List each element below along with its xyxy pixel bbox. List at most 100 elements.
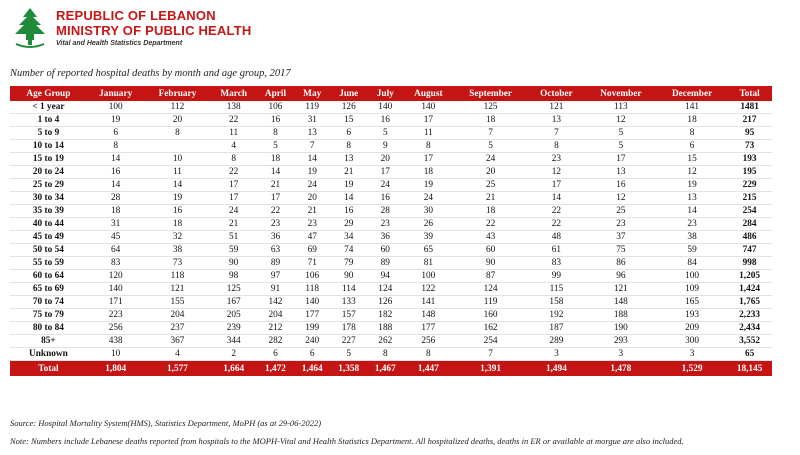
table-cell: 25 (584, 204, 657, 218)
table-cell: 21 (330, 165, 368, 179)
table-cell: 16 (367, 191, 404, 205)
table-cell: 15 (656, 152, 728, 166)
table-cell: 64 (86, 243, 145, 257)
column-header: January (86, 86, 145, 101)
row-total-cell: 229 (727, 178, 772, 192)
column-header: November (584, 86, 657, 101)
total-cell: 1,447 (403, 360, 454, 376)
table-cell: 256 (403, 334, 454, 348)
table-cell: 8 (210, 152, 257, 166)
table-cell: 199 (293, 321, 331, 335)
table-cell: 16 (256, 113, 294, 127)
table-cell: 83 (528, 256, 585, 270)
age-group-label: 45 to 49 (10, 230, 87, 244)
table-cell: 120 (86, 269, 145, 283)
table-row: 50 to 54 64 38 59 63 69 74 60 65 60 61 75 59 747 (10, 243, 772, 257)
table-cell: 17 (403, 113, 454, 127)
table-cell: 36 (256, 230, 294, 244)
table-cell: 7 (453, 126, 528, 140)
table-cell: 8 (403, 347, 454, 361)
table-cell: 6 (86, 126, 145, 140)
table-cell: 5 (584, 139, 657, 153)
column-header: April (256, 86, 294, 101)
table-cell: 106 (293, 269, 331, 283)
table-cell: 6 (256, 347, 294, 361)
total-row: Total 1,804 1,577 1,664 1,472 1,464 1,358 1,467… (10, 360, 772, 376)
row-total-cell: 1,765 (727, 295, 772, 309)
total-cell: 1,472 (256, 360, 294, 376)
table-cell: 69 (293, 243, 331, 257)
age-group-label: 50 to 54 (10, 243, 87, 257)
column-header: Age Group (10, 86, 87, 101)
table-cell: 19 (330, 178, 368, 192)
table-cell: 19 (403, 178, 454, 192)
table-cell: 178 (330, 321, 368, 335)
table-cell: 24 (367, 178, 404, 192)
table-cell: 84 (656, 256, 728, 270)
ministry-header: REPUBLIC OF LEBANON MINISTRY OF PUBLIC H… (10, 6, 251, 54)
table-row: 85+ 438 367 344 282 240 227 262 256 254 289 293 300 3… (10, 334, 772, 348)
total-cell: 1,494 (528, 360, 585, 376)
table-cell: 18 (256, 152, 294, 166)
table-cell: 138 (210, 101, 257, 114)
row-total-cell: 998 (727, 256, 772, 270)
table-cell: 21 (293, 204, 331, 218)
table-cell: 19 (293, 165, 331, 179)
age-group-label: 20 to 24 (10, 165, 87, 179)
age-group-label: 10 to 14 (10, 139, 87, 153)
table-cell: 39 (403, 230, 454, 244)
table-cell: 293 (584, 334, 657, 348)
age-group-label: 55 to 59 (10, 256, 87, 270)
table-cell: 60 (367, 243, 404, 257)
table-row: 25 to 29 14 14 17 21 24 19 24 19 25 17 16 19 229 (10, 178, 772, 192)
table-cell: 60 (453, 243, 528, 257)
table-cell: 89 (367, 256, 404, 270)
age-group-label: 40 to 44 (10, 217, 87, 231)
table-cell: 126 (330, 101, 368, 114)
table-cell: 12 (528, 165, 585, 179)
table-cell: 122 (403, 282, 454, 296)
row-total-cell: 193 (727, 152, 772, 166)
table-cell: 34 (330, 230, 368, 244)
table-cell: 87 (453, 269, 528, 283)
table-cell: 4 (144, 347, 211, 361)
table-cell: 106 (256, 101, 294, 114)
total-cell: 1,577 (144, 360, 211, 376)
table-cell: 140 (86, 282, 145, 296)
table-cell: 14 (293, 152, 331, 166)
table-cell: 124 (453, 282, 528, 296)
table-row: 70 to 74 171 155 167 142 140 133 126 141 119 158 14… (10, 295, 772, 309)
age-group-label: Unknown (10, 347, 87, 361)
table-cell: 79 (330, 256, 368, 270)
table-cell: 289 (528, 334, 585, 348)
column-header: August (403, 86, 454, 101)
age-group-label: 60 to 64 (10, 269, 87, 283)
table-cell: 26 (403, 217, 454, 231)
table-cell: 13 (293, 126, 331, 140)
table-cell: 12 (584, 113, 657, 127)
age-group-label: 5 to 9 (10, 126, 87, 140)
table-cell: 31 (293, 113, 331, 127)
table-cell: 125 (210, 282, 257, 296)
table-cell: 11 (210, 126, 257, 140)
table-cell: 188 (584, 308, 657, 322)
table-cell: 204 (256, 308, 294, 322)
age-group-label: 75 to 79 (10, 308, 87, 322)
column-header: March (210, 86, 257, 101)
age-group-label: 35 to 39 (10, 204, 87, 218)
table-cell: 14 (86, 152, 145, 166)
table-cell: 165 (656, 295, 728, 309)
table-cell: 19 (656, 178, 728, 192)
table-cell: 29 (330, 217, 368, 231)
table-cell: 8 (256, 126, 294, 140)
age-group-label: < 1 year (10, 101, 87, 114)
table-cell: 223 (86, 308, 145, 322)
table-cell: 5 (330, 347, 368, 361)
table-cell: 8 (367, 347, 404, 361)
table-cell: 115 (528, 282, 585, 296)
table-cell: 182 (367, 308, 404, 322)
note-text: Note: Numbers include Lebanese deaths re… (10, 436, 684, 446)
table-cell: 100 (656, 269, 728, 283)
table-cell: 193 (656, 308, 728, 322)
table-cell: 97 (256, 269, 294, 283)
